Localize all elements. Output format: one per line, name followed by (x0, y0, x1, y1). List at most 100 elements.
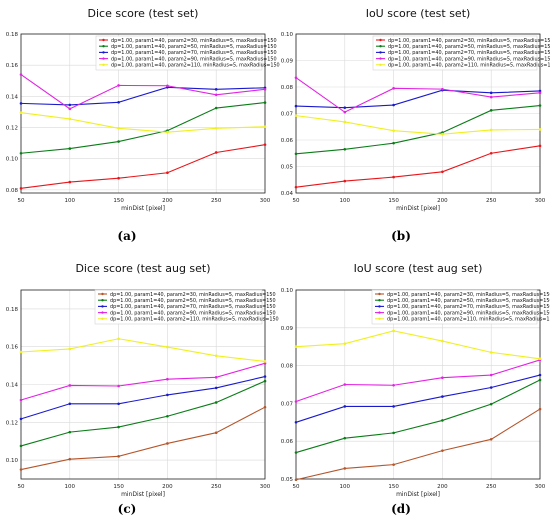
legend-marker (379, 45, 382, 48)
y-tick-label: 0.08 (281, 364, 294, 370)
data-point (117, 337, 120, 341)
y-tick-label: 0.16 (6, 345, 19, 351)
data-point (19, 187, 23, 190)
chart-panel-2: IoU score (test set) 50 100 150 200 250 300 0.0… (281, 7, 550, 212)
series-line-4 (295, 77, 541, 113)
legend-box (371, 289, 538, 325)
data-point (343, 106, 347, 109)
legend-marker (379, 63, 382, 66)
x-tick-label: 100 (340, 484, 351, 490)
x-tick-label: 200 (437, 484, 448, 490)
x-tick-label: 150 (113, 198, 124, 204)
series-line-5 (295, 115, 541, 135)
data-point (538, 144, 542, 148)
chart-title: Dice score (test set) (88, 7, 199, 20)
legend-label: dp=1.00, param1=40, param2=50, minRadius… (111, 44, 277, 50)
x-axis-label: minDist [pixel] (121, 491, 165, 498)
panel-label-d: (d) (391, 502, 411, 516)
data-point (441, 449, 444, 452)
legend: dp=1.00, param1=40, param2=30, minRadius… (95, 35, 280, 71)
data-point (166, 442, 169, 445)
x-tick-label: 200 (162, 484, 173, 490)
legend-label: dp=1.00, param1=40, param2=30, minRadius… (111, 38, 277, 44)
series-line-4 (295, 359, 541, 403)
x-tick-label: 50 (18, 198, 25, 204)
data-point (489, 91, 493, 95)
x-tick-label: 250 (486, 484, 497, 490)
panel-label-a: (a) (117, 229, 137, 243)
legend-label: dp=1.00, param1=40, param2=110, minRadiu… (388, 63, 550, 69)
data-point (19, 151, 23, 155)
x-tick-label: 150 (388, 198, 399, 204)
data-point (263, 360, 267, 363)
data-point (68, 430, 72, 434)
data-point (117, 176, 120, 180)
data-point (392, 175, 395, 179)
data-point (392, 431, 395, 435)
data-point (294, 421, 298, 424)
data-point (214, 88, 218, 91)
legend: dp=1.00, param1=40, param2=30, minRadius… (94, 289, 279, 325)
data-point (343, 405, 347, 408)
x-axis-label: minDist [pixel] (121, 205, 165, 212)
legend-box (94, 289, 263, 325)
x-tick-label: 50 (18, 484, 25, 490)
data-point (68, 147, 72, 150)
data-point (214, 106, 218, 110)
y-tick-label: 0.18 (6, 307, 19, 313)
y-tick-label: 0.04 (281, 191, 294, 197)
data-point (263, 375, 267, 378)
legend-marker (101, 317, 104, 320)
data-point (441, 132, 444, 136)
data-point (489, 438, 493, 441)
legend-label: dp=1.00, param1=40, param2=90, minRadius… (110, 310, 276, 316)
data-point (166, 130, 169, 134)
data-point (68, 347, 72, 351)
data-point (343, 120, 347, 124)
y-tick-label: 0.08 (281, 85, 294, 91)
y-tick-label: 0.07 (281, 401, 294, 407)
y-tick-label: 0.06 (281, 439, 294, 445)
data-point (166, 171, 169, 175)
y-tick-label: 0.10 (281, 32, 294, 38)
data-point (392, 87, 395, 90)
legend-label: dp=1.00, param1=40, param2=110, minRadiu… (387, 317, 550, 323)
series-line-4 (20, 74, 266, 110)
legend-box (372, 35, 538, 71)
data-point (294, 400, 298, 403)
data-point (68, 402, 72, 406)
legend-marker (102, 57, 105, 60)
y-tick-label: 0.10 (281, 288, 294, 294)
data-point (441, 87, 444, 91)
data-point (117, 402, 120, 406)
data-point (68, 457, 72, 461)
series-line-4 (20, 362, 266, 401)
data-point (392, 141, 395, 145)
data-point (214, 386, 218, 390)
data-point (294, 104, 298, 108)
data-point (441, 419, 444, 422)
y-tick-label: 0.10 (6, 157, 19, 163)
y-tick-label: 0.09 (281, 326, 294, 332)
series-line-2 (295, 379, 541, 454)
data-point (538, 407, 542, 411)
legend-label: dp=1.00, param1=40, param2=30, minRadius… (110, 292, 276, 298)
series-line-5 (20, 112, 266, 133)
y-tick-label: 0.12 (6, 420, 18, 426)
x-tick-label: 300 (535, 484, 546, 490)
data-point (294, 478, 298, 482)
legend-marker (379, 57, 382, 60)
y-tick-label: 0.16 (6, 63, 19, 69)
legend-marker (378, 311, 381, 314)
data-point (263, 405, 267, 409)
data-point (263, 125, 267, 129)
data-point (392, 405, 395, 408)
data-point (19, 468, 23, 471)
x-tick-label: 250 (211, 484, 222, 490)
series-line-2 (20, 102, 266, 154)
data-point (441, 395, 444, 398)
legend-marker (102, 38, 105, 42)
series-line-5 (20, 338, 266, 362)
legend-label: dp=1.00, param1=40, param2=30, minRadius… (388, 38, 550, 44)
